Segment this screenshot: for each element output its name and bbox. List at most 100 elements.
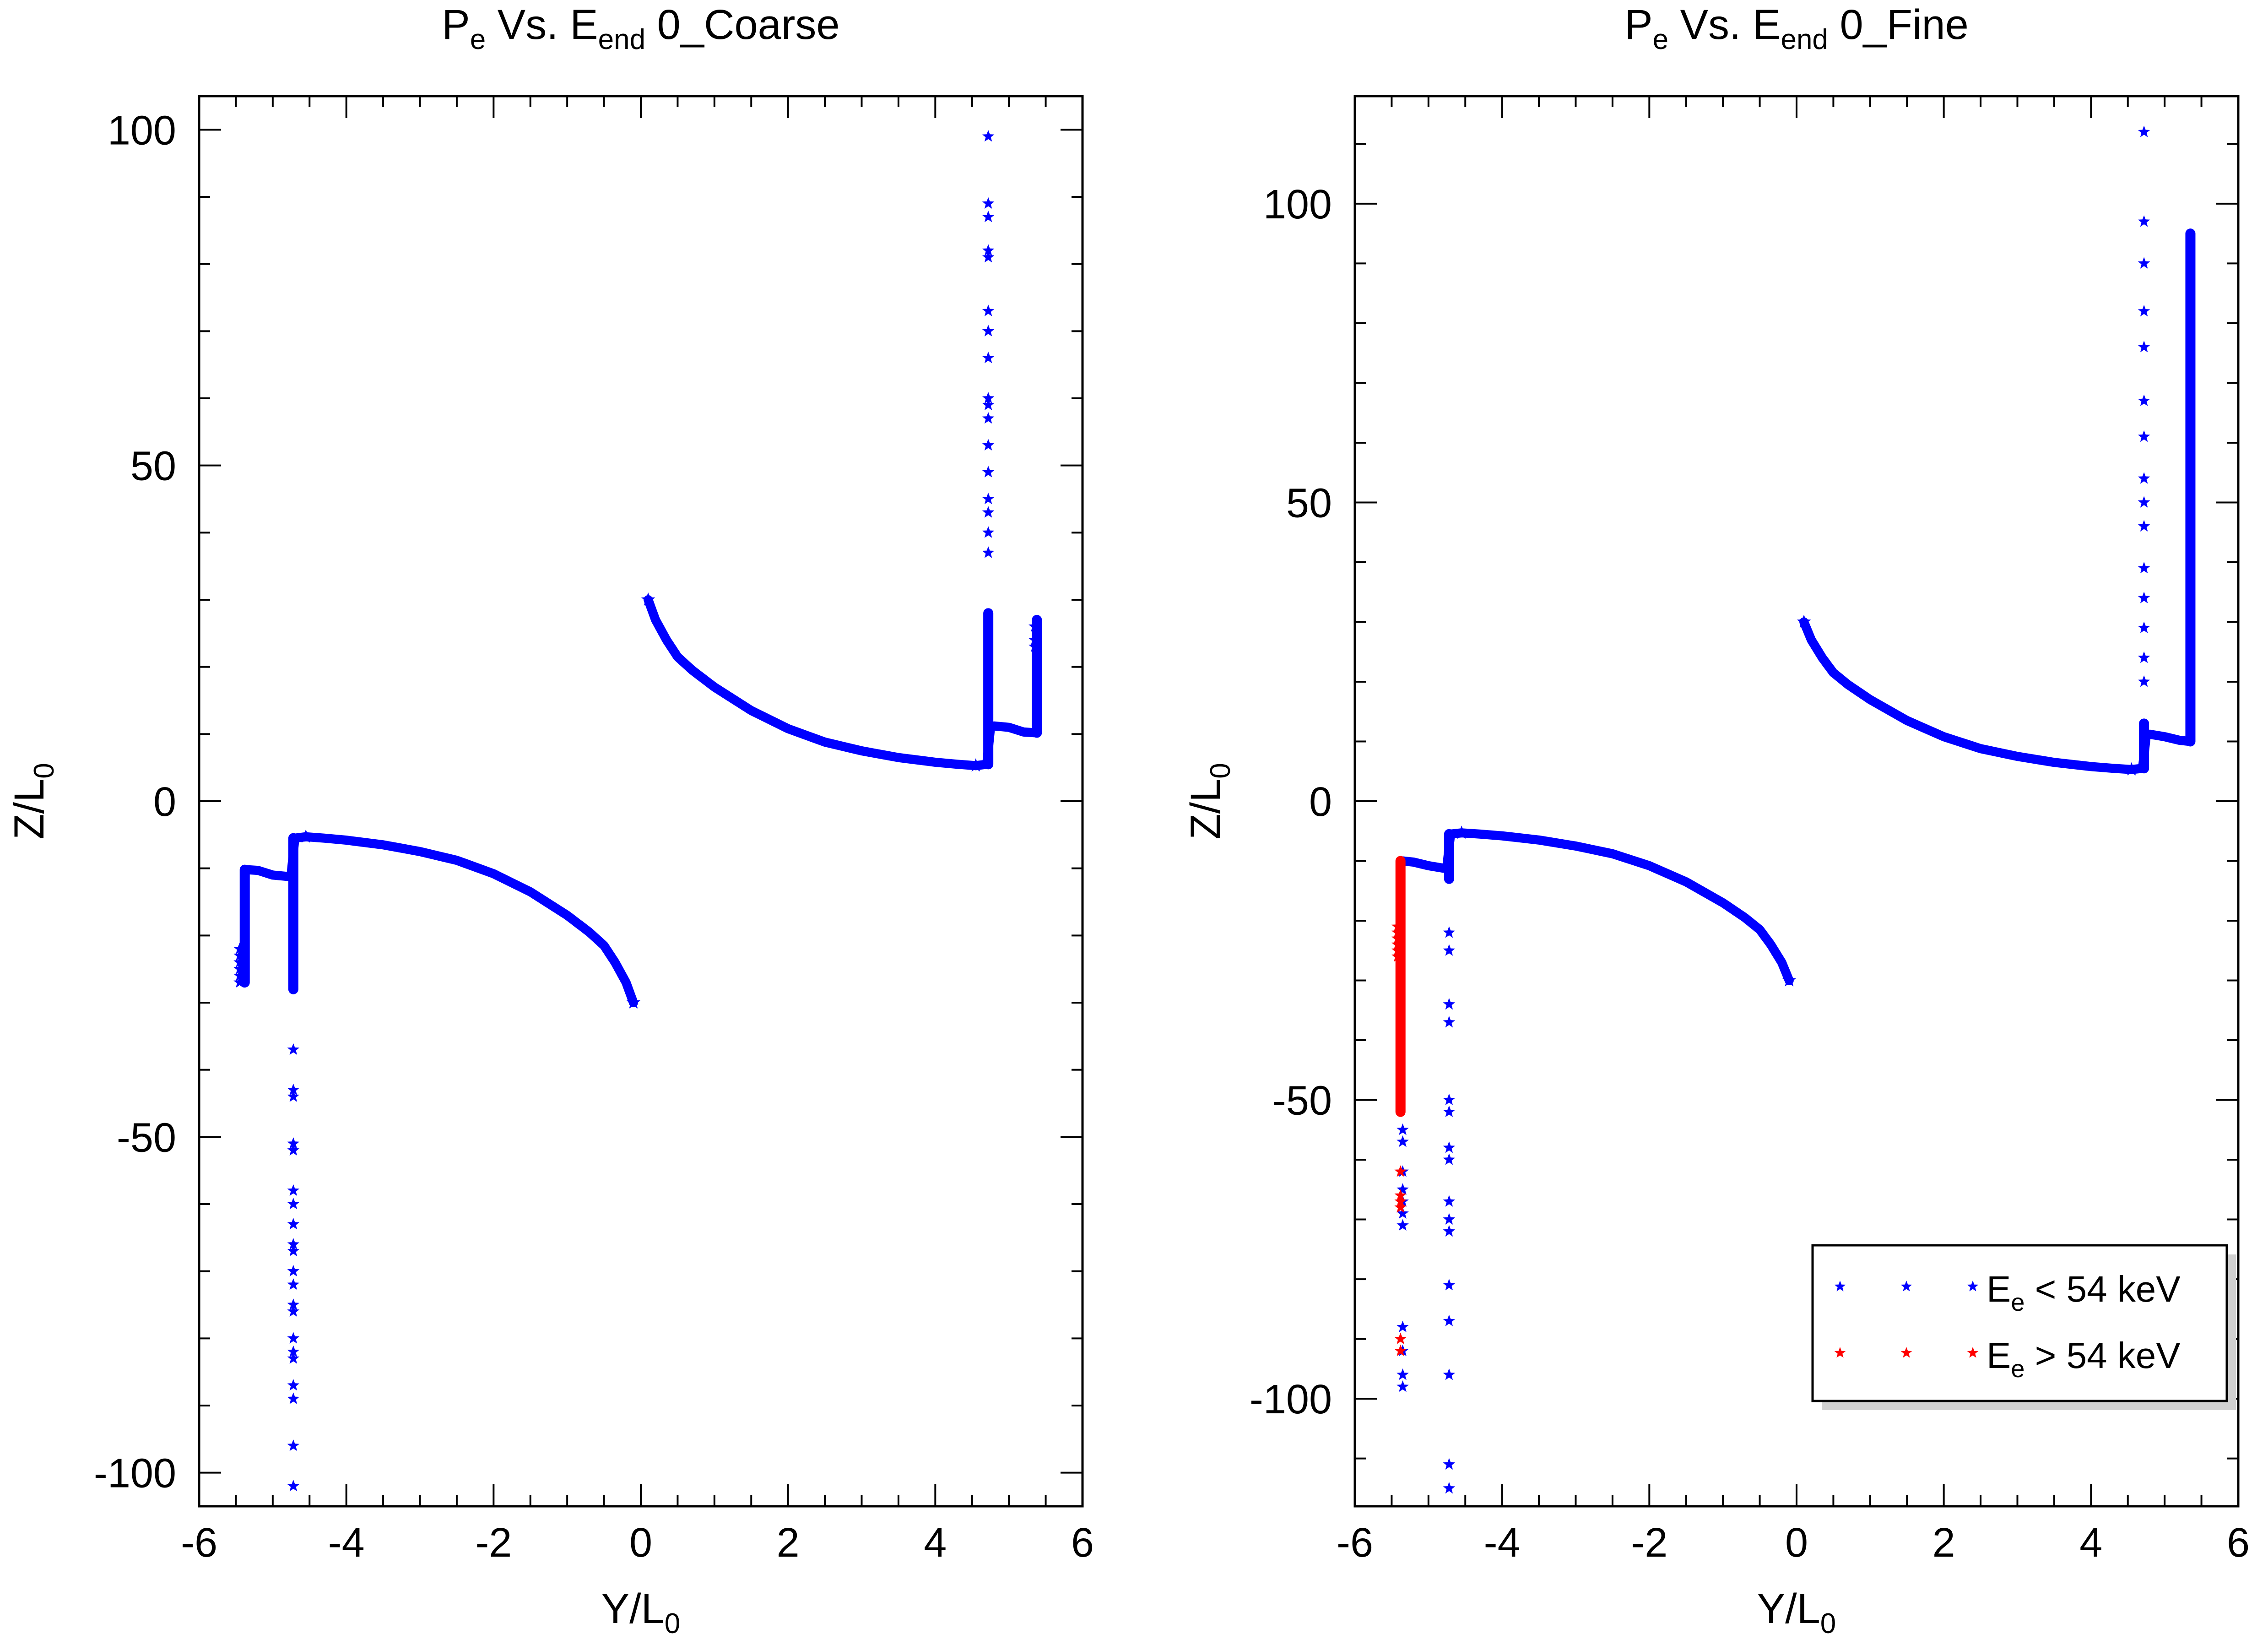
data-point <box>287 1352 300 1364</box>
data-point <box>287 1480 300 1492</box>
data-point <box>1782 973 1797 987</box>
data-point <box>982 304 995 316</box>
x-tick-label: 6 <box>1071 1520 1094 1566</box>
y-tick-label: 0 <box>1309 779 1332 825</box>
data-point <box>287 1439 300 1451</box>
y-tick-label: 0 <box>153 779 176 825</box>
x-tick-label: 0 <box>629 1520 652 1566</box>
data-point <box>1397 1207 1409 1219</box>
y-tick-label: -100 <box>1250 1377 1332 1422</box>
left-chart-coarse: Pe Vs. Eend 0_Coarse -6 -4 -2 0 2 4 6 -100 -50 0 50… <box>6 1 1094 1634</box>
data-point <box>641 592 655 606</box>
data-point <box>2138 304 2150 317</box>
data-point <box>233 956 246 968</box>
data-point <box>1443 1368 1456 1380</box>
data-point <box>1391 920 1404 932</box>
data-point <box>1028 620 1041 632</box>
title-sub-end: end <box>1781 24 1828 55</box>
data-point <box>2138 651 2150 663</box>
data-point <box>287 1137 300 1149</box>
data-point <box>2138 341 2150 353</box>
data-point <box>982 392 995 404</box>
data-point <box>982 506 995 518</box>
data-point <box>1394 1344 1407 1356</box>
data-point <box>982 244 995 256</box>
data-point <box>982 526 995 538</box>
data-point <box>982 251 995 263</box>
y-tick-label: -100 <box>94 1451 176 1497</box>
data-point <box>287 1305 300 1317</box>
y-label-base: Z/L <box>6 779 53 840</box>
x-axis-label: Y/L0 <box>1757 1585 1836 1634</box>
data-point <box>1397 1368 1409 1380</box>
data-point <box>2138 496 2150 508</box>
data-point <box>1443 1213 1456 1225</box>
data-curve <box>1799 617 2136 774</box>
data-curve <box>301 832 638 1007</box>
data-point <box>1443 1141 1456 1153</box>
y-label-sub: 0 <box>1205 763 1236 778</box>
data-point <box>233 942 246 954</box>
data-point <box>1443 1279 1456 1291</box>
x-tick-label: -6 <box>1337 1520 1373 1566</box>
data-point <box>982 130 995 142</box>
legend-sub: e <box>2011 1289 2024 1316</box>
legend-entry: Ee > 54 keV <box>1987 1335 2181 1383</box>
title-sub-e: e <box>1653 24 1668 55</box>
data-point <box>1443 1225 1456 1237</box>
data-point <box>1443 1458 1456 1470</box>
x-tick-label: 0 <box>1785 1520 1808 1566</box>
y-axis-label: Z/L0 <box>1182 763 1236 839</box>
y-tick-label: 100 <box>108 108 176 153</box>
y-tick-label: -50 <box>1272 1078 1332 1124</box>
y-label-base: Z/L <box>1182 779 1229 840</box>
series-red <box>1391 856 1407 1356</box>
data-point <box>982 412 995 424</box>
x-tick-label: 2 <box>1932 1520 1955 1566</box>
x-tick-label: 6 <box>2227 1520 2250 1566</box>
data-point <box>1391 950 1404 962</box>
data-point <box>1443 1093 1456 1105</box>
data-point <box>233 969 246 981</box>
data-point <box>2138 394 2150 406</box>
data-point <box>1443 1314 1456 1326</box>
x-tick-label: -6 <box>181 1520 217 1566</box>
x-label-sub: 0 <box>1820 1608 1836 1634</box>
data-point <box>1443 1195 1456 1207</box>
data-point <box>2138 125 2150 137</box>
data-point <box>233 976 246 988</box>
data-point <box>1443 1482 1456 1494</box>
data-point <box>2138 592 2150 603</box>
data-point <box>1397 1135 1409 1147</box>
x-tick-label: 2 <box>777 1520 800 1566</box>
legend-entry: Ee < 54 keV <box>1987 1269 2181 1316</box>
x-tick-label: -4 <box>328 1520 365 1566</box>
x-label-sub: 0 <box>665 1608 680 1634</box>
data-point <box>982 325 995 337</box>
data-point <box>2138 430 2150 442</box>
data-point <box>1397 1219 1409 1231</box>
data-point <box>1391 926 1404 938</box>
title-mid: Vs. E <box>1668 1 1781 48</box>
x-tick-label: -2 <box>1631 1520 1667 1566</box>
legend-marker <box>1834 1281 1846 1292</box>
data-point <box>982 493 995 505</box>
legend-marker <box>1900 1281 1912 1292</box>
title-tail: 0_Coarse <box>645 1 839 48</box>
data-point <box>1028 634 1041 646</box>
data-point <box>287 1332 300 1344</box>
legend-text: > 54 keV <box>2024 1335 2181 1376</box>
data-point <box>1391 944 1404 956</box>
data-point <box>287 1090 300 1102</box>
data-curve <box>1457 828 1794 985</box>
title-sub-end: end <box>598 24 645 55</box>
data-point <box>287 1144 300 1156</box>
x-tick-label: 4 <box>924 1520 947 1566</box>
chart-title: Pe Vs. Eend 0_Coarse <box>442 1 839 55</box>
data-point <box>1443 944 1456 956</box>
data-point <box>1028 640 1041 652</box>
series-blue <box>1397 125 2196 1494</box>
data-point <box>2138 675 2150 687</box>
series-blue <box>233 130 1042 1492</box>
legend-marker <box>1967 1281 1979 1292</box>
